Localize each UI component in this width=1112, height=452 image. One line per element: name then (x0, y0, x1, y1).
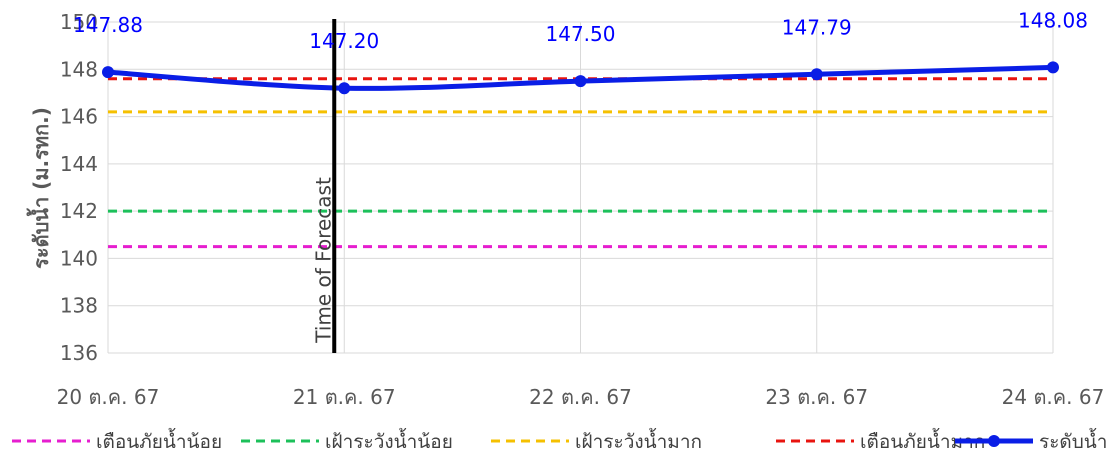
forecast-label: Time of Forecast (311, 177, 335, 344)
y-tick-label: 148 (60, 57, 98, 81)
y-tick-label: 146 (60, 105, 98, 129)
x-tick-label: 22 ต.ค. 67 (529, 385, 632, 409)
data-labels: 147.88 147.20 147.50 147.79 148.08 (73, 8, 1088, 53)
legend: เตือนภัยน้ำน้อย เฝ้าระวังน้ำน้อย เฝ้าระวัง… (12, 428, 1107, 452)
y-tick-label: 138 (60, 294, 98, 318)
series (102, 61, 1059, 249)
tick-labels: 136 138 140 142 144 146 148 150 20 ต.ค. 67 21 ต.ค… (57, 10, 1105, 409)
y-tick-label: 144 (60, 152, 98, 176)
water-level-point (810, 68, 823, 81)
x-tick-label: 24 ต.ค. 67 (1002, 385, 1105, 409)
legend-marker (988, 435, 1000, 447)
x-tick-label: 20 ต.ค. 67 (57, 385, 160, 409)
y-tick-label: 142 (60, 199, 98, 223)
data-label: 147.88 (73, 13, 143, 37)
data-label: 148.08 (1018, 8, 1088, 32)
legend-label: เฝ้าระวังน้ำมาก (575, 428, 702, 452)
y-axis-label: ระดับน้ำ (ม.รทก.) (26, 107, 53, 269)
water-level-point (102, 66, 114, 79)
y-tick-label: 140 (60, 246, 98, 270)
water-level-point (1047, 61, 1059, 74)
data-label: 147.20 (309, 29, 379, 53)
y-tick-label: 136 (60, 341, 98, 365)
legend-label: เตือนภัยน้ำน้อย (96, 428, 222, 452)
legend-label: เฝ้าระวังน้ำน้อย (325, 428, 453, 452)
data-label: 147.79 (782, 15, 852, 39)
y-tick-label: 150 (60, 10, 98, 34)
x-tick-label: 21 ต.ค. 67 (293, 385, 396, 409)
legend-label: ระดับน้ำ (1039, 428, 1107, 452)
water-level-point (338, 82, 351, 95)
x-tick-label: 23 ต.ค. 67 (765, 385, 868, 409)
data-label: 147.50 (546, 22, 616, 46)
forecast-marker: Time of Forecast (311, 19, 337, 353)
water-level-point (574, 75, 587, 88)
